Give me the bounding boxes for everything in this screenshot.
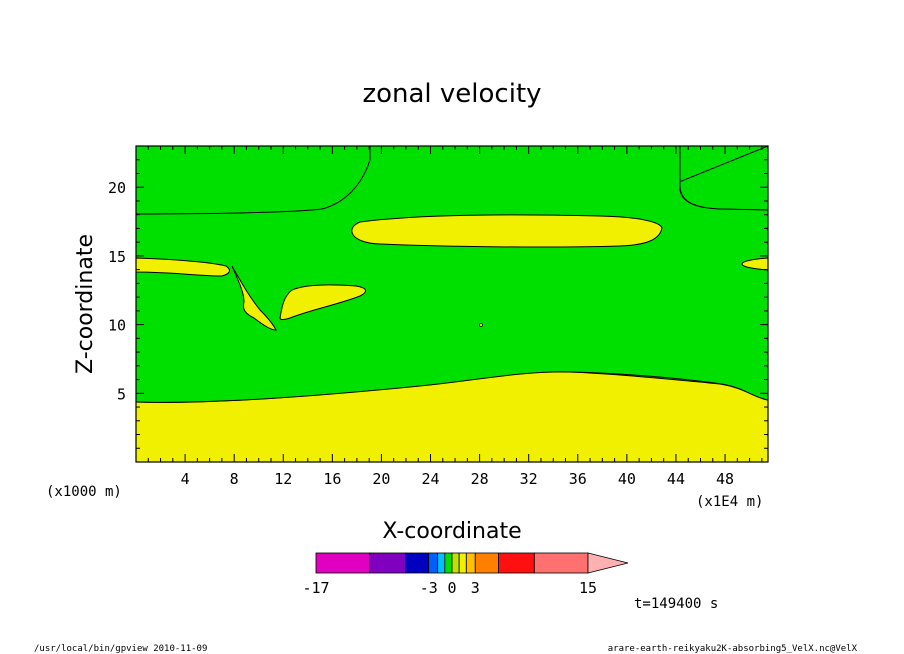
- x-tick-label: 4: [181, 470, 190, 488]
- colorbar-tick-label: 3: [471, 579, 480, 597]
- colorbar: -17 -3 0 3 15: [302, 552, 629, 597]
- x-tick-label: 20: [372, 470, 390, 488]
- colorbar-segment: [458, 552, 467, 574]
- x-unit-right: (x1E4 m): [696, 494, 763, 510]
- positive-island-mid: [279, 284, 366, 320]
- y-tick-label: 5: [117, 385, 126, 403]
- x-tick-label: 32: [520, 470, 538, 488]
- y-axis: 5 10 15 20: [108, 159, 768, 449]
- x-tick-label: 44: [667, 470, 685, 488]
- colorbar-segment: [465, 552, 476, 574]
- colorbar-tick-label: -3: [420, 579, 438, 597]
- colorbar-segment: [533, 552, 589, 574]
- footer-right: arare-earth-reikyaku2K-absorbing5_VelX.n…: [608, 644, 858, 654]
- colorbar-segment: [369, 552, 406, 574]
- plot-frame: [135, 145, 769, 463]
- x-axis: 4 8 12 16 20 24 28 32 36 40 44 48: [147, 146, 763, 488]
- footer-left: /usr/local/bin/gpview 2010-11-09: [34, 644, 207, 654]
- colorbar-segment: [437, 552, 446, 574]
- x-tick-label: 40: [618, 470, 636, 488]
- colorbar-segment: [405, 552, 430, 574]
- x-tick-label: 24: [421, 470, 439, 488]
- y-tick-label: 10: [108, 317, 126, 335]
- x-tick-label: 48: [716, 470, 734, 488]
- x-tick-label: 8: [230, 470, 239, 488]
- colorbar-segment: [315, 552, 371, 574]
- colorbar-tick-label: 0: [447, 579, 456, 597]
- colorbar-segment: [451, 552, 460, 574]
- y-tick-label: 20: [108, 179, 126, 197]
- x-axis-label: X-coordinate: [382, 519, 521, 544]
- y-tick-label: 15: [108, 248, 126, 266]
- colorbar-overflow-arrow: [587, 552, 629, 574]
- positive-island-sliver: [231, 265, 277, 331]
- positive-island-right-edge: [741, 257, 769, 271]
- negative-region-body: [136, 146, 768, 403]
- colorbar-tick-label: -17: [302, 579, 329, 597]
- colorbar-segment: [498, 552, 535, 574]
- x-unit-left: (x1000 m): [46, 484, 122, 500]
- colorbar-segment: [474, 552, 499, 574]
- y-axis-label: Z-coordinate: [73, 234, 98, 374]
- time-label: t=149400 s: [634, 596, 718, 612]
- positive-island-left: [135, 257, 230, 277]
- x-tick-label: 28: [471, 470, 489, 488]
- colorbar-tick-label: 15: [579, 579, 597, 597]
- chart-title: zonal velocity: [362, 79, 541, 109]
- colorbar-segment: [428, 552, 439, 574]
- x-tick-label: 12: [274, 470, 292, 488]
- tiny-contour: [479, 323, 483, 327]
- colorbar-segment: [444, 552, 453, 574]
- positive-island-upper: [351, 214, 663, 248]
- x-tick-label: 36: [569, 470, 587, 488]
- x-tick-label: 16: [323, 470, 341, 488]
